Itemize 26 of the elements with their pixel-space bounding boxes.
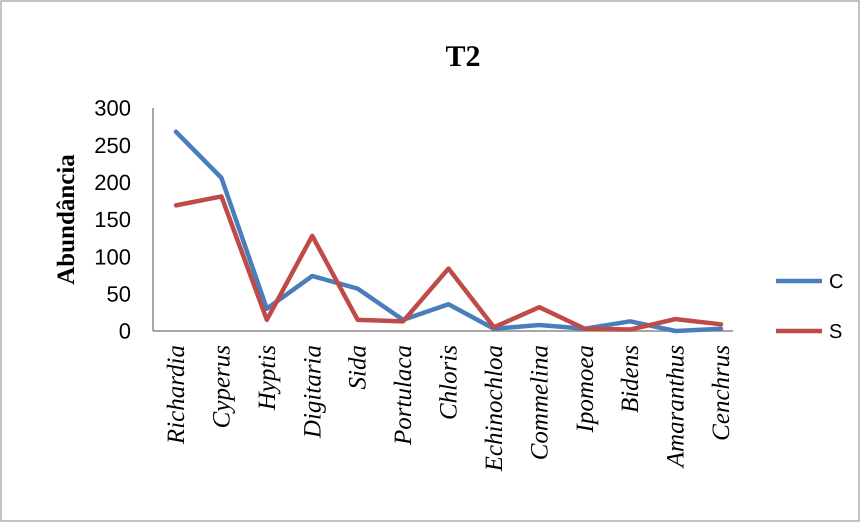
x-tick-label: Hyptis — [254, 345, 281, 412]
line-series — [174, 130, 724, 334]
x-tick-label: Echinochloa — [480, 345, 508, 472]
y-tick-label: 250 — [94, 132, 131, 158]
x-tick-label: Ipomoea — [572, 345, 599, 434]
x-tick-label: Sida — [344, 345, 372, 390]
x-tick-label: Commelina — [526, 345, 554, 460]
x-tick-label: Cyperus — [208, 345, 236, 428]
x-tick-label: Bidens — [617, 345, 644, 414]
y-tick-label: 0 — [118, 318, 131, 344]
x-tick-label: Digitaria — [299, 345, 326, 440]
y-axis-title: Abundância — [53, 154, 80, 285]
x-tick-label: Amaranthus — [662, 345, 690, 470]
legend-label: S — [829, 321, 842, 343]
x-tick-label: Richardia — [163, 345, 190, 446]
y-tick-label: 100 — [94, 244, 131, 270]
y-tick-label: 50 — [106, 282, 131, 307]
x-tick-label: Chloris — [436, 345, 462, 420]
x-tick-label: Portulaca — [390, 345, 418, 446]
line-series — [174, 194, 724, 332]
y-tick-label: 200 — [94, 170, 131, 196]
x-tick-label: Cenchrus — [708, 345, 735, 441]
legend-label: C — [829, 271, 844, 293]
chart-title: T2 — [445, 40, 481, 73]
y-tick-label: 150 — [94, 207, 131, 232]
y-tick-label: 300 — [94, 96, 131, 121]
